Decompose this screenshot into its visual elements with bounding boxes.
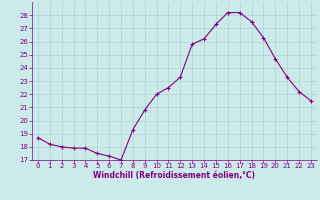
X-axis label: Windchill (Refroidissement éolien,°C): Windchill (Refroidissement éolien,°C) [93, 171, 255, 180]
